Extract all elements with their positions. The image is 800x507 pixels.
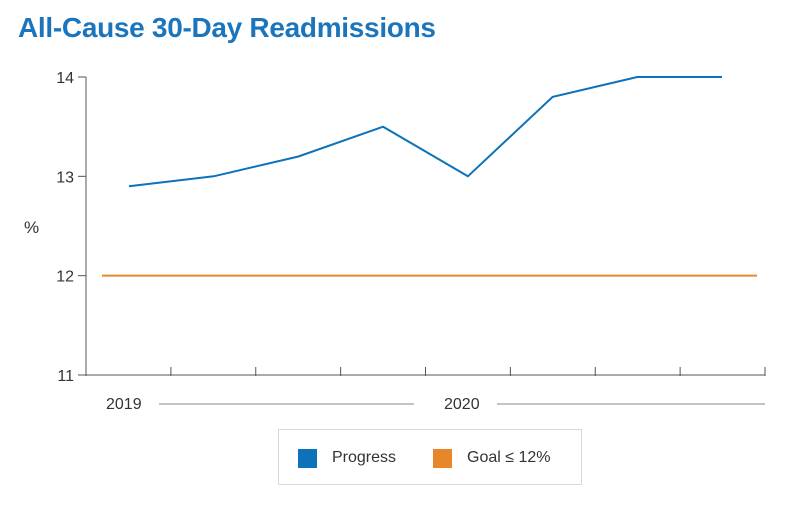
legend-swatch-progress xyxy=(298,448,317,468)
progress-line xyxy=(128,76,722,188)
y-tick-label-12: 12 xyxy=(56,269,74,286)
chart-title: All-Cause 30-Day Readmissions xyxy=(18,12,436,43)
chart-legend: Progress Goal ≤ 12% xyxy=(278,429,582,485)
y-tick-label-11: 11 xyxy=(57,368,74,385)
period-label-2019: 2019 xyxy=(106,396,142,413)
line-chart: 11 12 13 14% 2019 2020 xyxy=(24,70,766,413)
chart-series xyxy=(102,76,757,277)
y-tick-label-14: 14 xyxy=(56,70,74,87)
legend-item-progress: Progress xyxy=(298,430,396,486)
legend-label-progress: Progress xyxy=(332,449,397,466)
chart-axes xyxy=(85,77,765,376)
legend-label-goal: Goal ≤ 12% xyxy=(467,449,551,466)
legend-item-goal: Goal ≤ 12% xyxy=(433,430,551,486)
y-tick-label-13: 13 xyxy=(56,169,74,186)
chart-ticks: 11 12 13 14% 2019 2020 xyxy=(24,70,766,413)
legend-swatch-goal xyxy=(433,448,452,468)
period-label-2020: 2020 xyxy=(444,396,480,413)
y-axis-label: % xyxy=(24,218,39,237)
